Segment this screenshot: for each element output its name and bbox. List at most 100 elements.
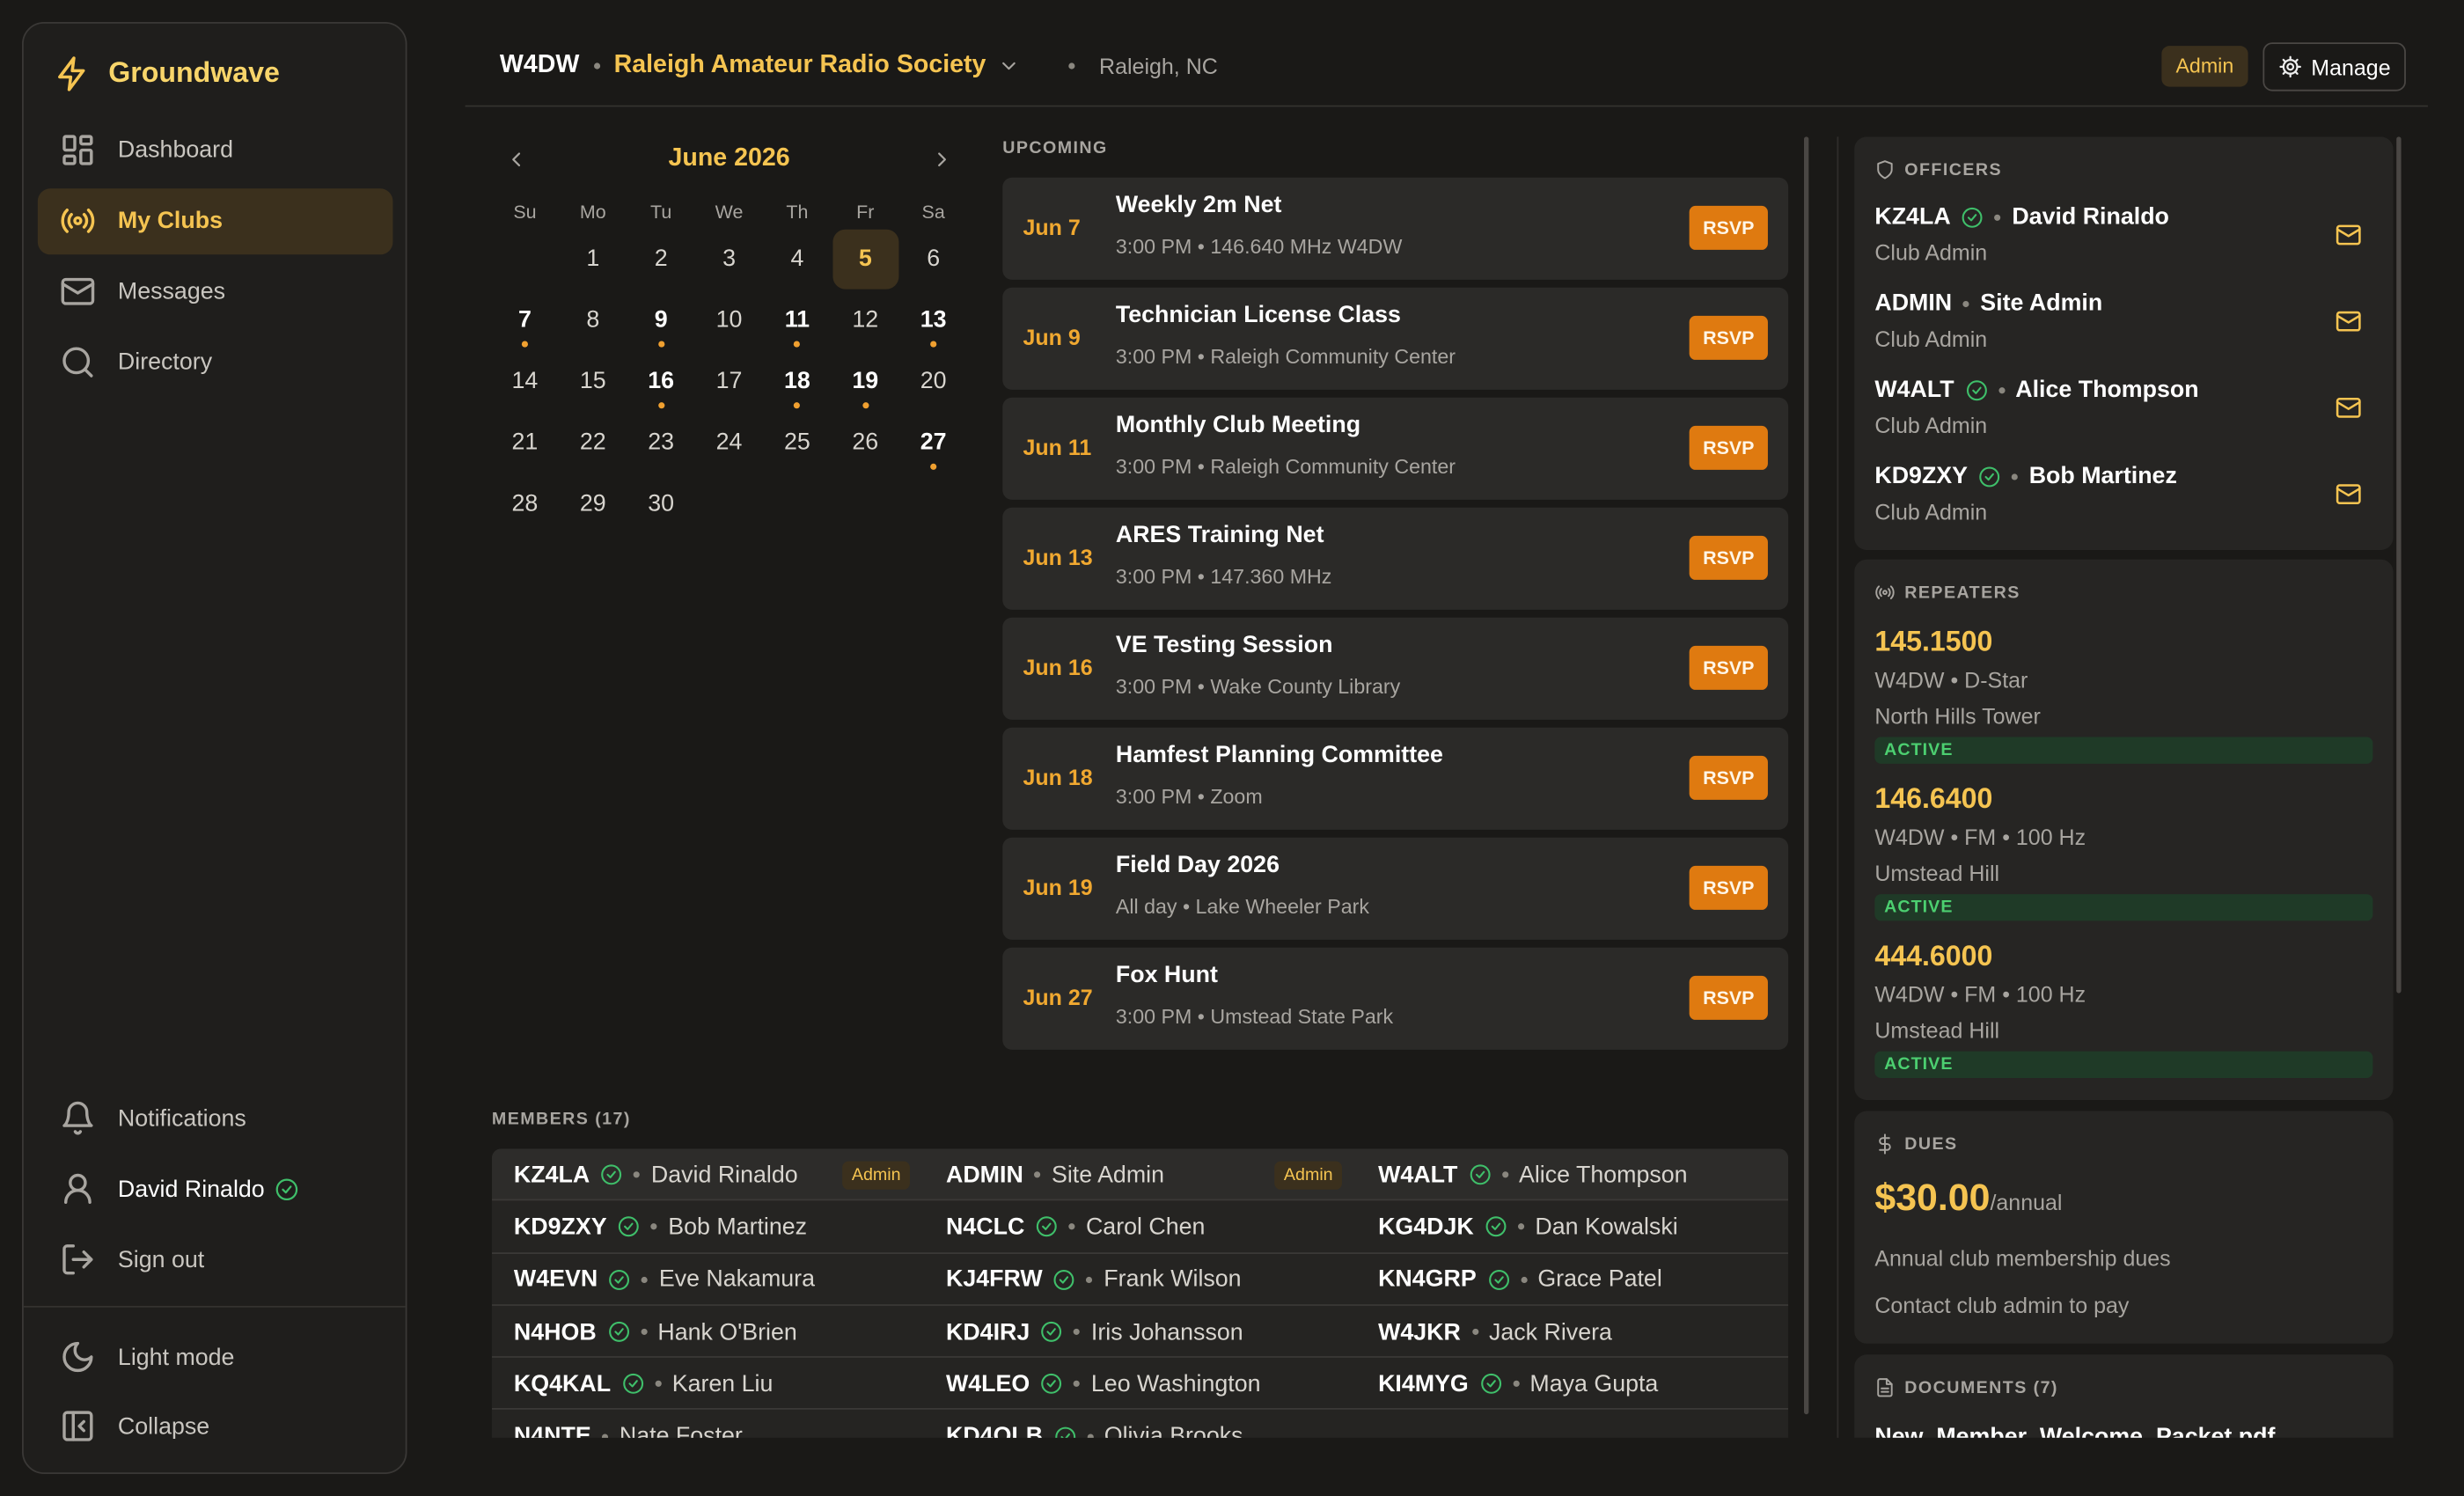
calendar-day[interactable]: 4 [790, 245, 804, 272]
manage-button[interactable]: Manage [2262, 42, 2406, 92]
rsvp-button[interactable]: RSVP [1689, 535, 1768, 580]
calendar-day[interactable]: 13 [920, 306, 947, 334]
rsvp-button[interactable]: RSVP [1689, 315, 1768, 360]
calendar-day[interactable]: 10 [715, 306, 743, 334]
calendar-day[interactable]: 7 [517, 306, 532, 334]
member-name: Karen Liu [671, 1370, 774, 1398]
rsvp-button[interactable]: RSVP [1689, 205, 1768, 250]
mail-icon[interactable] [2336, 308, 2362, 334]
member-cell[interactable]: KI4MYG Maya Gupta [1378, 1371, 1658, 1397]
member-cell[interactable]: KJ4FRW Frank Wilson [946, 1266, 1242, 1293]
calendar-day[interactable]: 28 [511, 490, 539, 517]
calendar-day[interactable]: 12 [852, 306, 879, 334]
rsvp-button[interactable]: RSVP [1689, 425, 1768, 470]
dot [602, 1433, 609, 1438]
mail-icon[interactable] [2336, 222, 2362, 248]
calendar-day[interactable]: 1 [586, 245, 600, 272]
weekday: Mo [579, 201, 606, 224]
check-icon [609, 1269, 630, 1290]
calendar-day[interactable]: 3 [722, 245, 736, 272]
member-cell[interactable]: KD9ZXY Bob Martinez [514, 1214, 807, 1240]
calendar-day[interactable]: 25 [784, 429, 810, 456]
calendar-day[interactable]: 11 [784, 306, 810, 334]
calendar-day[interactable]: 9 [654, 306, 668, 334]
calendar-day[interactable]: 21 [511, 429, 539, 456]
member-cell[interactable]: ADMIN Site Admin [946, 1162, 1164, 1188]
member-cell[interactable]: N4NTE Nate Foster [514, 1423, 743, 1438]
calendar-day[interactable]: 2 [654, 245, 668, 272]
calendar-day[interactable]: 27 [920, 429, 947, 456]
icon-part [1042, 1223, 1052, 1231]
calendar-day[interactable]: 29 [579, 490, 606, 517]
calendar-day[interactable]: 8 [586, 306, 600, 334]
member-cell[interactable]: W4JKR Jack Rivera [1378, 1318, 1612, 1345]
gear-icon [2278, 55, 2301, 78]
calendar-day[interactable]: 17 [715, 367, 743, 395]
check-icon [1979, 466, 2000, 487]
calendar-day[interactable]: 24 [715, 429, 743, 456]
icon-part [1054, 1426, 1075, 1438]
sidebar-item[interactable]: Light mode [38, 1324, 393, 1390]
member-cell[interactable]: N4HOB Hank O'Brien [514, 1318, 797, 1345]
rsvp-button[interactable]: RSVP [1689, 865, 1768, 910]
nav-item[interactable]: Dashboard [38, 118, 393, 184]
repeater-location: North Hills Tower [1874, 703, 2041, 729]
event-dot [657, 341, 664, 348]
repeater-location: Umstead Hill [1874, 1017, 2000, 1044]
calendar-day[interactable]: 23 [648, 429, 675, 456]
dot [634, 1171, 641, 1178]
today-highlight[interactable] [832, 229, 898, 290]
mail-icon[interactable] [2336, 480, 2362, 507]
club-select[interactable]: Raleigh Amateur Radio Society [614, 52, 1021, 80]
rsvp-button[interactable]: RSVP [1689, 755, 1768, 800]
sidebar-item[interactable]: Notifications [38, 1086, 393, 1152]
officer-name: Site Admin [1980, 290, 2103, 317]
calendar-day[interactable]: 5 [858, 245, 872, 272]
member-cell[interactable]: N4CLC Carol Chen [946, 1214, 1205, 1240]
right-icon[interactable] [930, 148, 954, 172]
sidebar-item[interactable]: Sign out [38, 1228, 393, 1294]
member-cell[interactable]: KN4GRP Grace Patel [1378, 1266, 1662, 1293]
calendar-day[interactable]: 14 [511, 367, 539, 395]
sidebar-item[interactable]: David Rinaldo [38, 1156, 393, 1222]
mail-icon[interactable] [2336, 394, 2362, 421]
member-row [491, 1253, 1789, 1306]
member-cell[interactable]: KZ4LA David Rinaldo [514, 1162, 798, 1188]
role-badge: Admin [2161, 46, 2248, 86]
rsvp-button[interactable]: RSVP [1689, 645, 1768, 690]
member-cell[interactable]: KD4OLB Olivia Brooks [946, 1423, 1243, 1438]
left-icon[interactable] [504, 148, 528, 172]
nav-item[interactable]: Directory [38, 330, 393, 396]
calendar-day[interactable]: 16 [648, 367, 675, 395]
rsvp-button[interactable]: RSVP [1689, 975, 1768, 1020]
member-cell[interactable]: KD4IRJ Iris Johansson [946, 1318, 1243, 1345]
members-table: KZ4LA David Rinaldo Admin ADMIN Site Admin Ad… [491, 1148, 1789, 1438]
member-cell[interactable]: W4ALT Alice Thompson [1378, 1162, 1687, 1188]
nav-item[interactable]: My Clubs [37, 188, 393, 255]
dot [2012, 473, 2019, 480]
icon-part [613, 1328, 623, 1336]
member-cell[interactable]: KG4DJK Dan Kowalski [1378, 1214, 1678, 1240]
nav-item[interactable]: Messages [38, 260, 393, 326]
calendar-day[interactable]: 20 [920, 367, 947, 395]
calendar-day[interactable]: 22 [579, 429, 606, 456]
calendar-day[interactable]: 18 [784, 367, 810, 395]
member-cell[interactable]: W4LEO Leo Washington [946, 1371, 1261, 1397]
event-card: Jun 18 Hamfest Planning Committee 3:00 PM … [1002, 727, 1789, 830]
calendar-day[interactable]: 15 [579, 367, 606, 395]
icon-part [2336, 228, 2361, 238]
event-detail: 3:00 PM • Umstead State Park [1115, 1004, 1394, 1029]
dues-note: Contact club admin to pay [1874, 1292, 2130, 1318]
member-cell[interactable]: KQ4KAL Karen Liu [514, 1371, 773, 1397]
member-cell[interactable]: W4EVN Eve Nakamura [514, 1266, 815, 1293]
icon-part [2336, 311, 2361, 332]
repeater-location: Umstead Hill [1874, 860, 2000, 886]
calendar-day[interactable]: 19 [852, 367, 879, 395]
document-name[interactable]: New_Member_Welcome_Packet.pdf [1874, 1423, 2276, 1438]
dot [1517, 1223, 1524, 1231]
sidebar-item[interactable]: Collapse [38, 1394, 393, 1460]
calendar-day[interactable]: 26 [852, 429, 879, 456]
card-title: DUES [1874, 1133, 1957, 1155]
calendar-day[interactable]: 30 [648, 490, 675, 517]
calendar-day[interactable]: 6 [927, 245, 941, 272]
